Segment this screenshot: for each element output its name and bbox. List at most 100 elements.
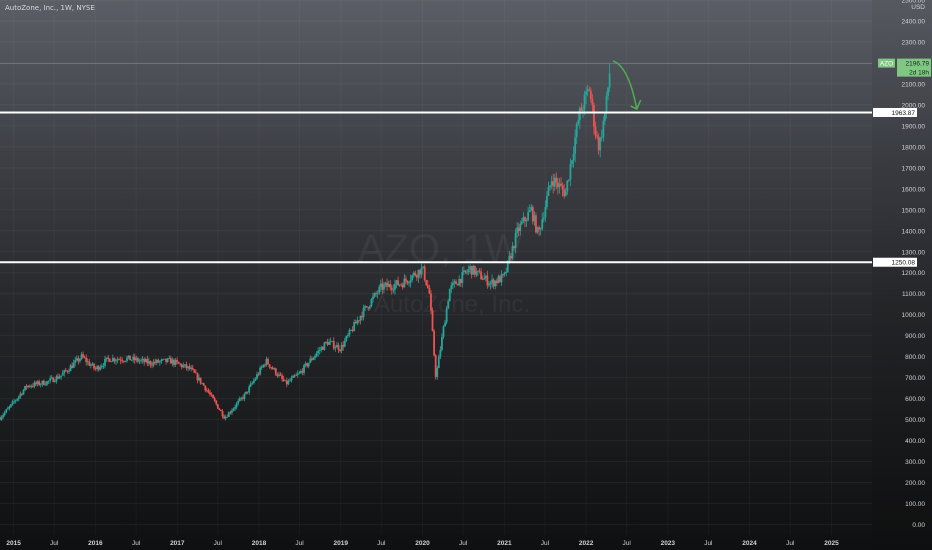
candle-body [143,358,146,363]
candle-body [514,232,517,248]
candle-body [162,359,164,360]
candle-body [281,375,283,379]
candle-body [467,269,470,273]
candle-body [605,95,608,112]
candle-body [210,394,213,396]
candle-body [89,365,92,366]
candle-body [32,386,34,387]
candle-body [564,191,567,197]
candle-body [437,356,440,369]
candle-body [538,227,540,230]
candle-body [547,187,550,197]
candle-body [285,380,288,385]
candle-body [314,355,316,358]
trend-arrow-head [630,99,642,111]
candle-body [325,341,327,343]
candle-body [265,358,268,366]
candle-body [549,185,551,188]
y-tick-label: 500.00 [905,417,925,424]
x-tick-label: 2015 [6,540,21,547]
candle-body [528,210,531,213]
candle-body [245,391,247,394]
candle-body [273,368,276,370]
candle-body [27,385,30,388]
candle-body [417,269,420,278]
candle-body [108,358,111,362]
candle-body [86,361,89,363]
candle-body [82,354,84,358]
candle-body [557,182,559,188]
candle-body [569,164,572,180]
candle-body [69,365,72,372]
candle-body [517,227,520,232]
candle-body [116,359,119,361]
candle-body [226,416,229,418]
candle-body [190,367,193,369]
x-tick-label: 2016 [88,540,103,547]
y-tick-label: 1000.00 [902,312,926,319]
candle-body [384,282,387,285]
candle-body [497,276,500,283]
level-price-label-bg [873,257,917,267]
candle-body [107,357,110,359]
candle-body [353,321,356,331]
candle-body [223,416,226,419]
candle-body [464,270,467,273]
candle-body [414,272,417,276]
candle-body [596,135,598,137]
candle-body [577,120,580,124]
x-tick-label: Jul [459,540,468,547]
candle-body [530,206,533,211]
candle-body [182,365,185,368]
candle-body [362,307,365,318]
candle-body [232,408,235,411]
candle-body [85,357,88,363]
x-tick-label: Jul [132,540,141,547]
x-tick-label: Jul [377,540,386,547]
candle-body [420,267,423,275]
candle-body [571,160,573,165]
candle-body [201,383,204,385]
candle-body [400,284,403,286]
candle-body [173,359,175,365]
candle-body [79,358,81,362]
candle-body [169,358,172,364]
candle-body [218,408,221,410]
candle-body [165,358,168,362]
candle-body [505,272,508,273]
candle-body [0,417,3,420]
candle-body [392,289,395,291]
candle-body [289,380,291,382]
candle-body [57,376,59,379]
candle-body [19,393,22,397]
candle-body [500,274,503,283]
candle-body [301,371,304,373]
bar-countdown-label: 2d 18h [909,70,929,77]
candle-body [323,342,326,350]
candle-body [419,269,421,275]
x-tick-label: Jul [786,540,795,547]
candles [0,63,611,421]
candle-body [370,299,373,307]
candle-body [550,181,553,186]
candle-body [329,341,332,343]
symbol-tag: AZO [880,61,893,68]
candle-body [334,347,337,349]
x-tick-label: 2025 [824,540,839,547]
candle-body [146,359,149,364]
candle-body [121,360,124,362]
candle-body [99,367,102,370]
candle-body [542,217,545,220]
candle-body [271,367,274,370]
candle-body [216,404,219,409]
candle-body [199,377,202,384]
candle-body [390,287,393,290]
candle-body [453,281,456,283]
candle-body [252,380,255,383]
candle-body [401,284,404,288]
candle-body [553,177,556,187]
watermark-symbol: AZO, 1W [358,227,523,271]
candle-body [436,368,439,377]
candle-body [237,400,240,404]
